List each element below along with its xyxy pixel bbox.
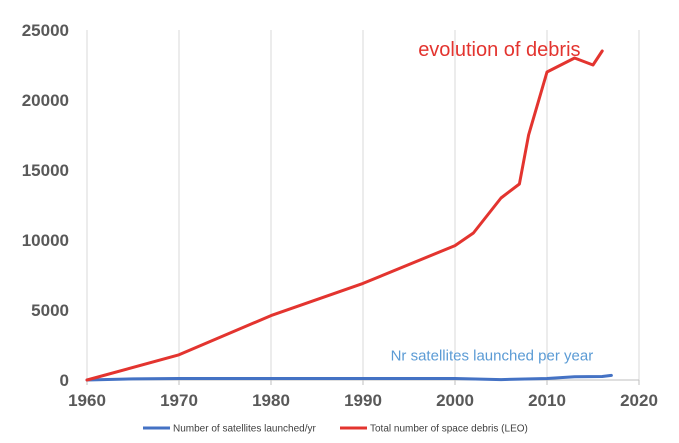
series-lines [85,49,613,382]
series-line-2 [85,49,604,382]
x-tick-label: 1980 [252,391,290,410]
x-tick-label: 1960 [68,391,106,410]
annotation-1: evolution of debris [418,39,580,61]
x-tick-label: 2000 [436,391,474,410]
axes: 1960 1970 1980 1990 2000 2010 2020 0 5000 10000 15… [22,21,658,410]
gridlines [178,30,640,380]
series-line-1 [85,373,613,382]
legend-label-1: Number of satellites launched/yr [173,424,317,435]
y-tick-label: 20000 [22,91,69,110]
legend: Number of satellites launched/yr Total nu… [143,424,528,435]
y-tick-label: 5000 [31,301,69,320]
y-tick-label: 15000 [22,161,69,180]
y-tick-label: 10000 [22,231,69,250]
x-tick-label: 1990 [344,391,382,410]
annotation-2: Nr satellites launched per year [391,348,594,365]
y-tick-label: 0 [60,371,69,390]
x-tick-label: 2020 [620,391,658,410]
legend-label-2: Total number of space debris (LEO) [370,424,528,435]
x-tick-label: 2010 [528,391,566,410]
x-tick-label: 1970 [160,391,198,410]
annotations: evolution of debris Nr satellites launche… [391,39,594,365]
y-tick-label: 25000 [22,21,69,40]
